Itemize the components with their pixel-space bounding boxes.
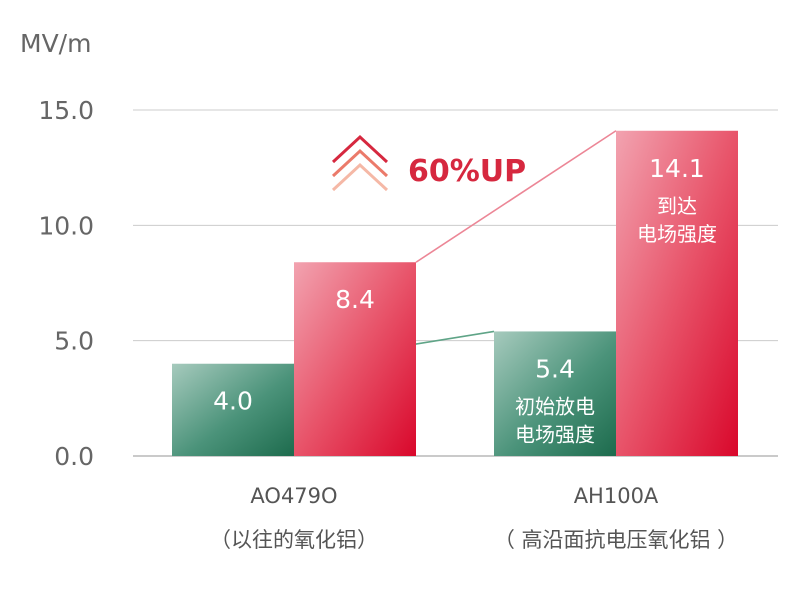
bar-note-line: 到达 <box>657 194 697 218</box>
category-label: AO479O <box>250 484 337 508</box>
bar-reach-1 <box>616 130 738 456</box>
category-note: （ 高沿面抗电压氧化铝 ） <box>494 528 738 552</box>
y-tick-label: 10.0 <box>38 211 94 240</box>
up-arrow-icon <box>331 134 389 192</box>
bars <box>172 130 738 456</box>
bar-value-label: 5.4 <box>535 354 575 383</box>
category-label: AH100A <box>574 484 659 508</box>
bar-value-label: 8.4 <box>335 285 375 314</box>
y-axis-unit-label: MV/m <box>20 29 91 58</box>
bar-initial-0 <box>172 363 294 456</box>
y-tick-label: 0.0 <box>54 442 94 471</box>
y-tick-labels: 0.0 5.0 10.0 15.0 <box>38 96 94 471</box>
bar-note-line: 电场强度 <box>637 222 717 246</box>
bar-initial-1 <box>494 331 616 456</box>
y-tick-label: 15.0 <box>38 96 94 125</box>
connector-line <box>415 130 617 263</box>
increase-annotation: 60%UP <box>408 154 526 189</box>
bar-note-line: 电场强度 <box>515 422 595 446</box>
bar-note-line: 初始放电 <box>515 394 595 418</box>
category-note: （以往的氧化铝） <box>210 528 378 552</box>
y-tick-label: 5.0 <box>54 327 94 356</box>
bar-value-label: 14.1 <box>649 154 705 183</box>
bar-reach-0 <box>294 262 416 456</box>
category-labels: AO479O （以往的氧化铝） AH100A （ 高沿面抗电压氧化铝 ） <box>210 484 738 552</box>
bar-value-label: 4.0 <box>213 387 253 416</box>
